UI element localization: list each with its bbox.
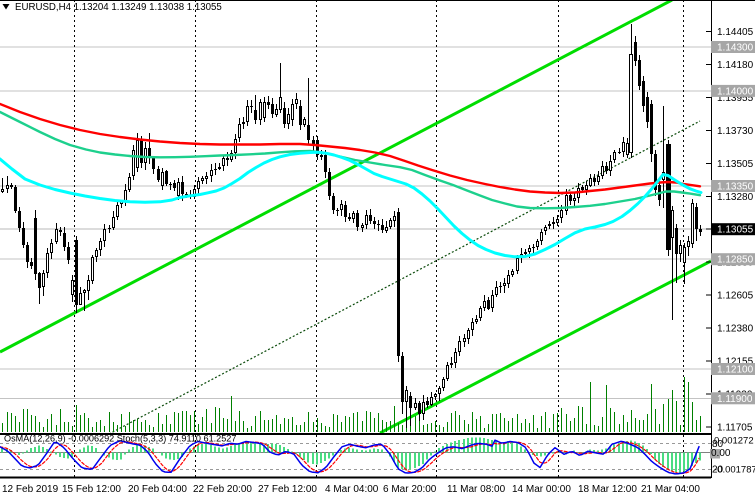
svg-text:18 Mar 12:00: 18 Mar 12:00 [578,484,637,495]
svg-text:0.001272: 0.001272 [714,436,754,447]
svg-text:1.12155: 1.12155 [717,356,754,367]
svg-text:1.13505: 1.13505 [717,159,754,170]
svg-text:1.12850: 1.12850 [717,255,754,266]
svg-text:1.11900: 1.11900 [717,394,753,405]
svg-text:EURUSD,H4 1.13204 1.13249 1.1: EURUSD,H4 1.13204 1.13249 1.13038 1.1305… [15,2,222,13]
svg-text:1.13350: 1.13350 [717,182,754,193]
svg-text:1.11705: 1.11705 [717,422,753,433]
svg-text:1.13730: 1.13730 [717,126,754,137]
svg-text:15 Feb 12:00: 15 Feb 12:00 [62,484,121,495]
svg-text:1.14300: 1.14300 [717,43,754,54]
svg-text:20 Feb 04:00: 20 Feb 04:00 [128,484,187,495]
svg-text:22 Feb 20:00: 22 Feb 20:00 [193,484,252,495]
svg-text:80: 80 [712,439,724,450]
svg-text:11 Mar 08:00: 11 Mar 08:00 [447,484,506,495]
svg-text:1.13280: 1.13280 [717,192,754,203]
svg-text:1.14000: 1.14000 [717,86,754,97]
svg-text:1.13055: 1.13055 [717,225,754,236]
svg-text:0.00: 0.00 [711,448,731,459]
svg-text:27 Feb 12:00: 27 Feb 12:00 [258,484,317,495]
svg-text:12 Feb 2019: 12 Feb 2019 [2,484,59,495]
svg-text:OsMA(12,26,9) -0.0006292 Stoc: OsMA(12,26,9) -0.0006292 Stoch(5,3,3) 74… [4,434,236,444]
svg-text:14 Mar 00:00: 14 Mar 00:00 [512,484,571,495]
svg-text:-0.0017874: -0.0017874 [714,465,755,476]
svg-text:20: 20 [712,465,724,476]
svg-text:1.13955: 1.13955 [717,93,754,104]
svg-text:1.14405: 1.14405 [717,27,754,38]
svg-text:1.14180: 1.14180 [717,60,754,71]
svg-text:21 Mar 04:00: 21 Mar 04:00 [641,484,700,495]
svg-text:4 Mar 04:00: 4 Mar 04:00 [325,484,379,495]
svg-text:1.12100: 1.12100 [717,365,754,376]
svg-text:1.12605: 1.12605 [717,291,754,302]
svg-text:6 Mar 20:00: 6 Mar 20:00 [383,484,437,495]
svg-text:1.12380: 1.12380 [717,324,754,335]
